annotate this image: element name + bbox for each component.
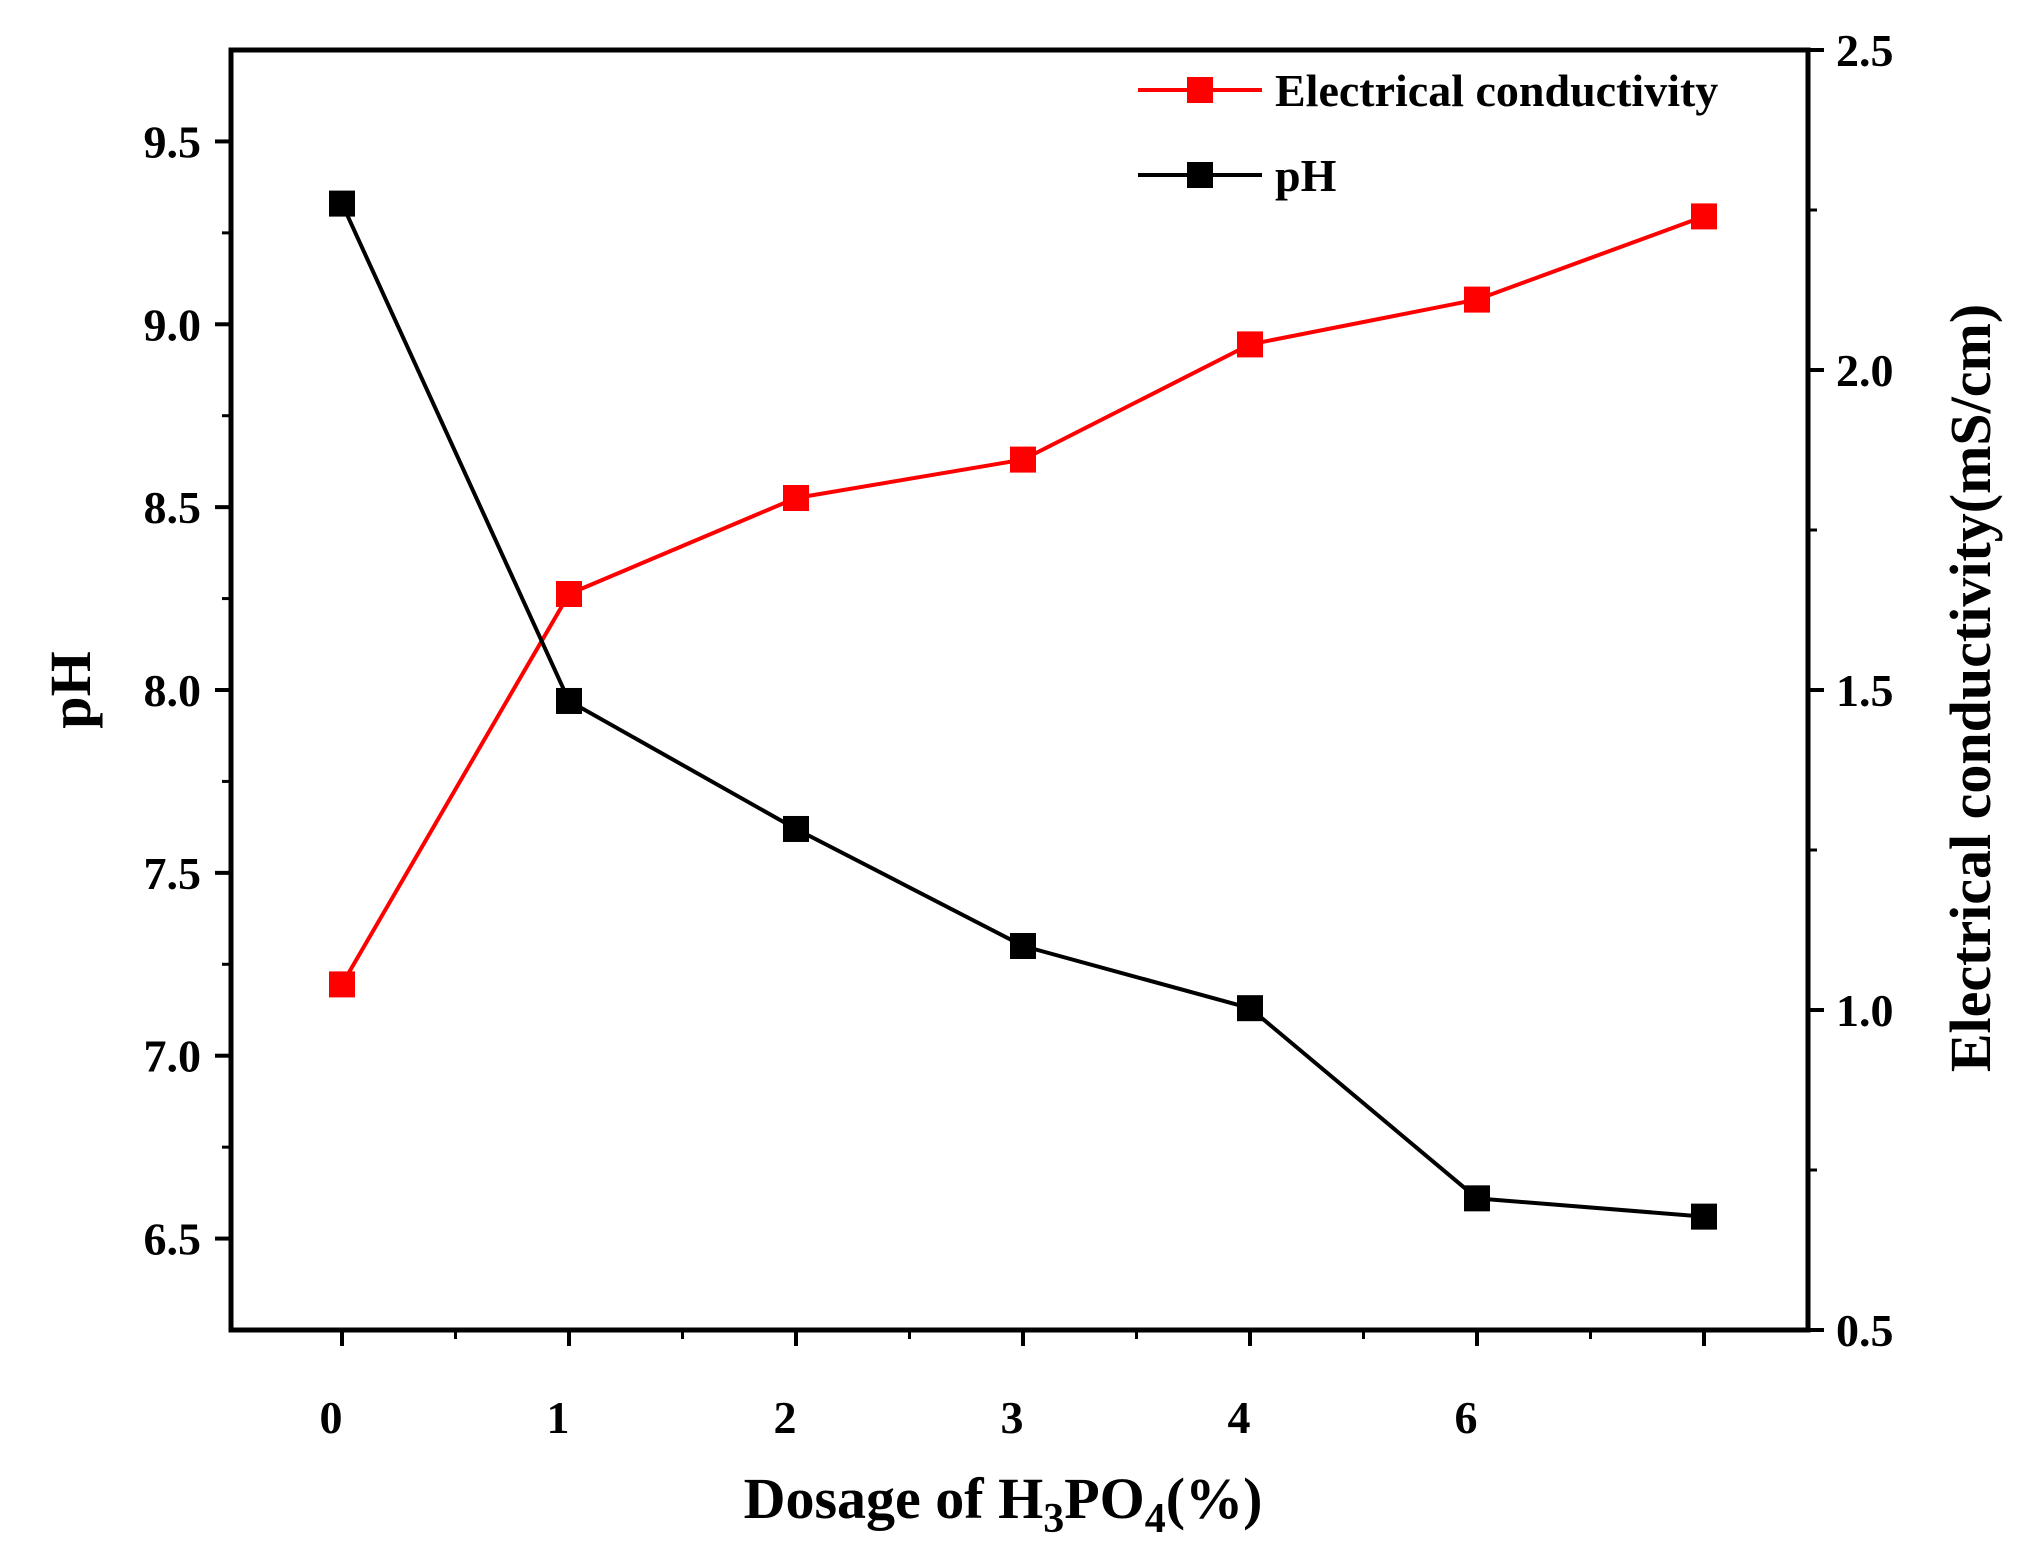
x-tick-label: 4 bbox=[1228, 1392, 1251, 1443]
point-ph bbox=[556, 687, 582, 714]
legend-label-ph: pH bbox=[1275, 150, 1337, 201]
x-tick-label: 0 bbox=[320, 1392, 343, 1443]
y-left-tick-label: 6.5 bbox=[144, 1214, 202, 1265]
point-conductivity bbox=[1010, 446, 1036, 473]
point-ph bbox=[783, 815, 809, 842]
legend-marker-ph bbox=[1187, 162, 1213, 188]
y-right-tick-label: 1.0 bbox=[1836, 985, 1894, 1036]
point-ph bbox=[1464, 1185, 1490, 1212]
y-left-tick-label: 7.5 bbox=[144, 848, 202, 899]
y-right-tick-label: 2.5 bbox=[1836, 25, 1894, 76]
y-left-tick-label: 7.0 bbox=[144, 1031, 202, 1082]
y-axis-left-title: pH bbox=[38, 651, 103, 728]
legend-marker-conductivity bbox=[1187, 77, 1213, 103]
point-ph bbox=[1691, 1203, 1717, 1230]
y-left-tick-label: 8.0 bbox=[144, 665, 202, 716]
x-axis-title: Dosage of H3PO4(%) bbox=[744, 1466, 1263, 1542]
y-right-tick-label: 1.5 bbox=[1836, 665, 1894, 716]
point-conductivity bbox=[1464, 286, 1490, 313]
legend: Electrical conductivity pH bbox=[1138, 65, 1718, 201]
y-axis-right-title: Electrical conductivity(mS/cm) bbox=[1938, 304, 2003, 1072]
y-right-tick-label: 2.0 bbox=[1836, 345, 1894, 396]
y-right-tick-label: 0.5 bbox=[1836, 1305, 1894, 1356]
y-left-tick-label: 9.5 bbox=[144, 116, 202, 167]
point-ph bbox=[1010, 933, 1036, 959]
series-line-conductivity bbox=[340, 214, 1705, 986]
point-conductivity bbox=[1237, 331, 1263, 358]
y-left-tick-label: 8.5 bbox=[144, 482, 202, 533]
legend-label-conductivity: Electrical conductivity bbox=[1275, 65, 1718, 116]
ticks: 0 1 2 3 4 6 6.5 7.0 7.5 8.0 8.5 9.0 9.5 0.5 1.0 1.5 2.0 2… bbox=[144, 25, 1894, 1443]
point-conductivity bbox=[1691, 203, 1717, 230]
y-left-tick-label: 9.0 bbox=[144, 299, 202, 350]
point-conductivity bbox=[329, 971, 355, 998]
x-tick-label: 3 bbox=[1001, 1392, 1024, 1443]
x-tick-label: 2 bbox=[774, 1392, 797, 1443]
point-ph bbox=[329, 190, 355, 217]
point-conductivity bbox=[783, 485, 809, 511]
point-ph bbox=[1237, 995, 1263, 1022]
plot-frame bbox=[228, 47, 1811, 1333]
series-line-ph bbox=[340, 202, 1705, 1219]
x-tick-label: 1 bbox=[547, 1392, 570, 1443]
series-markers bbox=[329, 190, 1717, 1230]
x-tick-label: 6 bbox=[1455, 1392, 1478, 1443]
series-lines bbox=[340, 202, 1705, 1219]
point-conductivity bbox=[556, 581, 582, 607]
